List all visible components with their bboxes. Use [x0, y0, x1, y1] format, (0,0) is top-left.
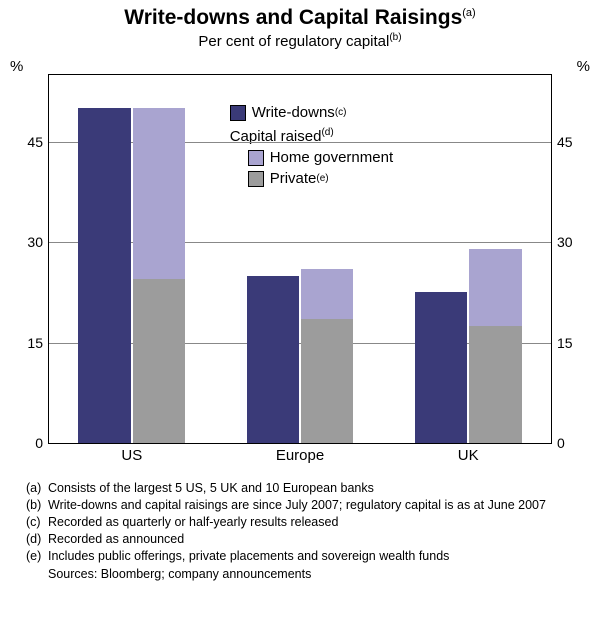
bar-writedowns — [247, 276, 300, 443]
sources: Sources: Bloomberg; company announcement… — [26, 566, 586, 583]
chart-title: Write-downs and Capital Raisings(a) — [0, 0, 600, 30]
footnote: (e)Includes public offerings, private pl… — [26, 548, 586, 565]
bar-capital-raised — [301, 269, 354, 443]
legend-private: Private(e) — [248, 170, 393, 187]
chart-subtitle: Per cent of regulatory capital(b) — [0, 32, 600, 50]
bar-seg-private — [301, 319, 354, 443]
legend-raised-title-sup: (d) — [321, 127, 333, 138]
footnote-text: Recorded as announced — [48, 531, 586, 548]
bar-seg-home-gov — [301, 269, 354, 319]
legend-writedowns: Write-downs(c) — [230, 104, 393, 121]
chart-title-sup: (a) — [462, 7, 475, 19]
footnote: (b)Write-downs and capital raisings are … — [26, 497, 586, 514]
bar-seg-private — [469, 326, 522, 443]
legend-writedowns-label: Write-downs — [252, 104, 335, 121]
footnote: (c)Recorded as quarterly or half-yearly … — [26, 514, 586, 531]
legend-private-label: Private — [270, 170, 317, 187]
footnote: (d)Recorded as announced — [26, 531, 586, 548]
bar-seg-home-gov — [133, 108, 186, 279]
bar-writedowns — [78, 108, 131, 443]
swatch-private — [248, 171, 264, 187]
x-axis-label: Europe — [276, 447, 324, 464]
footnote-key: (e) — [26, 548, 48, 565]
bar-writedowns — [415, 292, 468, 443]
y-axis-unit-right: % — [577, 58, 590, 75]
ytick-right: 15 — [557, 335, 573, 351]
legend-writedowns-sup: (c) — [335, 107, 347, 118]
swatch-writedowns — [230, 105, 246, 121]
x-axis-label: US — [121, 447, 142, 464]
chart-subtitle-sup: (b) — [389, 32, 401, 43]
footnote-text: Consists of the largest 5 US, 5 UK and 1… — [48, 480, 586, 497]
footnote-key: (a) — [26, 480, 48, 497]
footnote: (a)Consists of the largest 5 US, 5 UK an… — [26, 480, 586, 497]
y-axis-unit-left: % — [10, 58, 23, 75]
x-axis-label: UK — [458, 447, 479, 464]
swatch-home-gov — [248, 150, 264, 166]
bar-seg-private — [133, 279, 186, 443]
legend-home-gov: Home government — [248, 149, 393, 166]
footnote-text: Recorded as quarterly or half-yearly res… — [48, 514, 586, 531]
footnotes: (a)Consists of the largest 5 US, 5 UK an… — [26, 480, 586, 583]
ytick-right: 0 — [557, 435, 565, 451]
chart-area: % % Write-downs(c) Capital raised(d) Hom… — [0, 56, 600, 466]
ytick-left: 30 — [27, 234, 43, 250]
ytick-left: 0 — [35, 435, 43, 451]
bar-capital-raised — [133, 108, 186, 443]
footnote-key: (c) — [26, 514, 48, 531]
chart-title-text: Write-downs and Capital Raisings — [124, 6, 462, 29]
ytick-left: 15 — [27, 335, 43, 351]
footnote-key: (d) — [26, 531, 48, 548]
footnote-text: Write-downs and capital raisings are sin… — [48, 497, 586, 514]
bar-capital-raised — [469, 249, 522, 443]
legend-home-gov-label: Home government — [270, 149, 393, 166]
plot-region: Write-downs(c) Capital raised(d) Home go… — [48, 74, 552, 444]
legend-private-sup: (e) — [316, 173, 328, 184]
footnote-text: Includes public offerings, private place… — [48, 548, 586, 565]
ytick-right: 45 — [557, 134, 573, 150]
footnote-key: (b) — [26, 497, 48, 514]
ytick-left: 45 — [27, 134, 43, 150]
ytick-right: 30 — [557, 234, 573, 250]
chart-subtitle-text: Per cent of regulatory capital — [198, 33, 389, 50]
bar-seg-home-gov — [469, 249, 522, 326]
legend: Write-downs(c) Capital raised(d) Home go… — [230, 104, 393, 191]
